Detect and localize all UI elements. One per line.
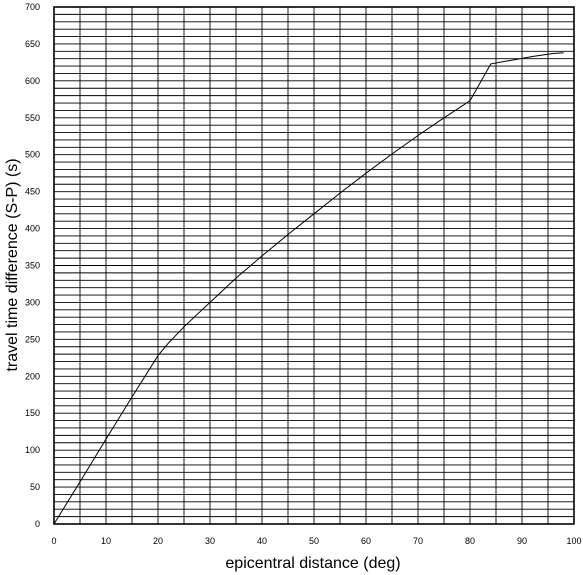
y-tick-label: 0 [35, 519, 40, 529]
x-tick-label: 80 [465, 536, 475, 546]
y-tick-label: 650 [25, 39, 40, 49]
y-tick-label: 450 [25, 187, 40, 197]
x-tick-label: 20 [153, 536, 163, 546]
y-tick-label: 350 [25, 261, 40, 271]
y-tick-label: 600 [25, 76, 40, 86]
series-line [53, 52, 564, 525]
y-axis-label: travel time difference (S-P) (s) [4, 158, 21, 371]
grid [53, 6, 575, 525]
x-tick-label: 10 [101, 536, 111, 546]
x-tick-label: 70 [413, 536, 423, 546]
x-tick-labels: 0 10 20 30 40 50 60 70 80 90 100 [51, 536, 581, 546]
x-tick-label: 50 [309, 536, 319, 546]
y-tick-label: 50 [30, 482, 40, 492]
y-tick-label: 550 [25, 113, 40, 123]
x-tick-label: 100 [566, 536, 581, 546]
y-tick-label: 200 [25, 371, 40, 381]
y-tick-labels: 0 50 100 150 200 250 300 350 400 450 500 550 600 650 7… [25, 2, 40, 529]
y-tick-label: 500 [25, 150, 40, 160]
y-tick-label: 250 [25, 334, 40, 344]
y-tick-label: 100 [25, 445, 40, 455]
y-tick-label: 700 [25, 2, 40, 12]
x-tick-label: 40 [257, 536, 267, 546]
x-axis-label: epicentral distance (deg) [225, 555, 400, 572]
plot-frame [53, 6, 575, 525]
x-tick-label: 30 [205, 536, 215, 546]
y-tick-label: 150 [25, 408, 40, 418]
y-tick-label: 300 [25, 297, 40, 307]
y-tick-label: 400 [25, 224, 40, 234]
x-tick-label: 90 [517, 536, 527, 546]
x-tick-label: 0 [51, 536, 56, 546]
x-tick-label: 60 [361, 536, 371, 546]
